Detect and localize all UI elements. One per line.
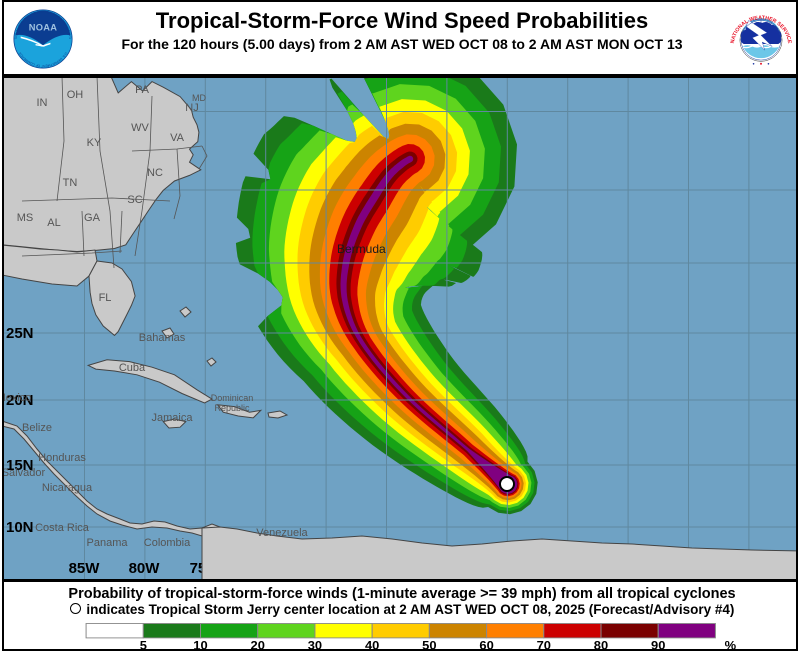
svg-text:El Salvador: El Salvador	[4, 467, 45, 479]
svg-text:Dominican: Dominican	[211, 393, 254, 403]
svg-text:Panama: Panama	[87, 537, 129, 549]
svg-text:Cuba: Cuba	[119, 362, 146, 374]
svg-text:Jamaica: Jamaica	[152, 412, 194, 424]
svg-text:85W: 85W	[69, 560, 101, 577]
svg-text:Costa Rica: Costa Rica	[35, 522, 90, 534]
svg-text:Bermuda: Bermuda	[337, 242, 386, 256]
svg-text:AL: AL	[47, 217, 60, 229]
svg-text:GA: GA	[84, 212, 101, 224]
svg-text:5: 5	[140, 639, 147, 651]
svg-text:70: 70	[537, 639, 552, 651]
svg-text:Bahamas: Bahamas	[139, 332, 186, 344]
svg-text:10: 10	[193, 639, 208, 651]
svg-text:NC: NC	[147, 167, 163, 179]
svg-text:TN: TN	[63, 177, 78, 189]
svg-text:%: %	[725, 639, 737, 651]
svg-text:Belize: Belize	[22, 422, 52, 434]
svg-text:80: 80	[594, 639, 609, 651]
svg-text:Nicaragua: Nicaragua	[42, 482, 93, 494]
svg-text:PA: PA	[135, 84, 150, 96]
svg-text:WV: WV	[131, 122, 149, 134]
svg-text:80W: 80W	[129, 560, 161, 577]
svg-text:SC: SC	[127, 194, 142, 206]
svg-text:40: 40	[365, 639, 380, 651]
svg-text:IN: IN	[37, 97, 48, 109]
svg-text:Colombia: Colombia	[144, 537, 191, 549]
svg-text:Venezuela: Venezuela	[256, 527, 308, 539]
svg-text:VA: VA	[170, 132, 185, 144]
svg-text:50: 50	[422, 639, 437, 651]
svg-text:30: 30	[308, 639, 323, 651]
svg-text:Republic: Republic	[214, 403, 250, 413]
svg-text:KY: KY	[87, 137, 102, 149]
svg-text:60: 60	[479, 639, 494, 651]
svg-text:FL: FL	[99, 292, 112, 304]
svg-text:OH: OH	[67, 89, 84, 101]
svg-text:NOAA: NOAA	[29, 22, 58, 32]
svg-text:MD: MD	[192, 93, 206, 103]
svg-text:Mexico: Mexico	[4, 392, 31, 404]
svg-text:NJ: NJ	[185, 102, 198, 114]
svg-text:90: 90	[651, 639, 666, 651]
svg-text:Honduras: Honduras	[38, 452, 86, 464]
svg-text:25N: 25N	[6, 325, 34, 342]
svg-text:10N: 10N	[6, 519, 34, 536]
svg-text:MS: MS	[17, 212, 34, 224]
svg-text:20: 20	[251, 639, 266, 651]
